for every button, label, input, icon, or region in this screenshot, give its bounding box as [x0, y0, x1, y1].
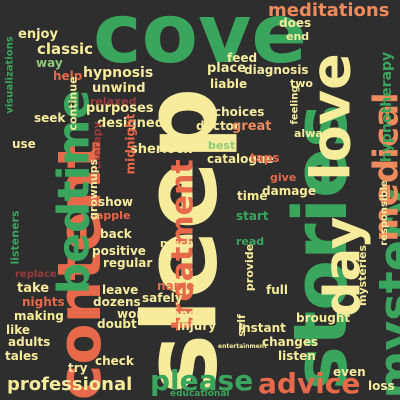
word-take: take: [17, 281, 50, 296]
word-nights: nights: [22, 295, 65, 309]
word-wonderland: wonderland: [117, 307, 197, 321]
word-taps: taps: [250, 151, 280, 165]
word-purposes: purposes: [86, 101, 154, 116]
word-diagnosis: diagnosis: [244, 63, 309, 77]
word-place: place: [207, 61, 247, 76]
word-please: please: [150, 364, 254, 397]
word-give: give: [270, 171, 297, 184]
word-listen: listen: [278, 349, 316, 363]
word-try: try: [68, 361, 88, 375]
word-positive: positive: [92, 244, 146, 258]
word-doubt: doubt: [97, 317, 137, 331]
word-listeners: listeners: [8, 210, 22, 265]
word-choices: choices: [214, 105, 265, 119]
word-time: time: [237, 189, 268, 203]
word-sherlock: sherlock: [130, 142, 192, 157]
word-always: always: [294, 127, 337, 140]
word-catalogue: catalogue: [207, 152, 274, 166]
word-injury: injury: [177, 319, 217, 333]
word-hypnosis: hypnosis: [83, 65, 154, 81]
word-check: check: [95, 354, 134, 368]
word-loss: loss: [368, 379, 395, 393]
word-replace: replace: [15, 269, 57, 280]
word-seek: seek: [34, 111, 66, 125]
word-changes: changes: [262, 335, 319, 349]
word-grownups: grownups: [87, 158, 101, 221]
word-professional: professional: [7, 374, 133, 395]
word-love: love: [299, 53, 363, 181]
word-read: read: [236, 235, 265, 248]
word-relaxed: relaxed: [90, 95, 137, 108]
word-regular: regular: [103, 256, 153, 270]
word-dozens: dozens: [93, 295, 141, 309]
word-adults: adults: [8, 335, 51, 349]
word-provide: provide: [243, 243, 257, 292]
word-visualizations: visualizations: [4, 36, 16, 114]
word-doctor: doctor: [196, 119, 240, 133]
word-brought: brought: [296, 311, 351, 325]
word-safely: safely: [142, 291, 183, 305]
word-back: back: [100, 227, 132, 241]
word-end: end: [286, 30, 310, 43]
word-full: full: [266, 283, 288, 297]
word-use: use: [12, 137, 36, 151]
word-liable: liable: [210, 77, 248, 91]
word-start: start: [236, 209, 269, 223]
word-midnight: midnight: [123, 113, 138, 175]
word-educational: educational: [170, 389, 230, 399]
word-instant: instant: [238, 321, 286, 335]
word-damage: damage: [262, 184, 317, 198]
word-mysteries: mysteries: [356, 244, 370, 307]
word-responsible: responsible: [378, 180, 390, 246]
word-apple: apple: [96, 209, 131, 222]
word-advice: advice: [258, 367, 361, 400]
word-does: does: [279, 16, 312, 30]
word-making: making: [14, 309, 64, 323]
word-unwind: unwind: [92, 81, 146, 96]
word-enjoy: enjoy: [18, 27, 58, 42]
word-meditations: meditations: [268, 0, 390, 21]
word-two: two: [290, 77, 313, 90]
word-best: best: [208, 139, 236, 152]
word-feed: feed: [227, 51, 258, 65]
word-name: name: [157, 279, 195, 293]
word-classic: classic: [37, 40, 94, 58]
word-tales: tales: [5, 349, 39, 363]
word-like: like: [6, 323, 31, 337]
word-way: way: [36, 56, 63, 70]
word-even: even: [333, 365, 366, 379]
word-entertainment: entertainment: [218, 343, 267, 350]
word-leave: leave: [102, 283, 139, 297]
word-designed: designed: [97, 116, 164, 131]
word-much: much: [160, 237, 194, 250]
word-feeling: feeling: [289, 85, 301, 125]
word-hypnotherapy: hypnotherapy: [379, 51, 396, 163]
word-cove: cove: [93, 0, 308, 82]
word-great: great: [232, 119, 272, 134]
word-show: show: [98, 195, 134, 209]
word-help: help: [53, 69, 83, 83]
word-continue: continue: [66, 76, 80, 131]
